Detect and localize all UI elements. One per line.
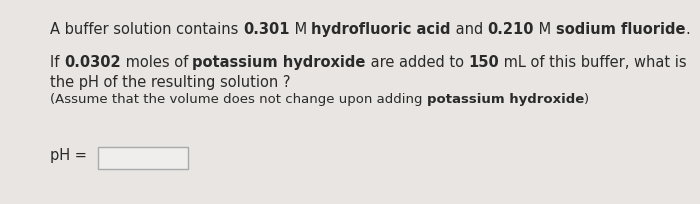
Text: potassium hydroxide: potassium hydroxide (427, 93, 584, 105)
Text: M: M (534, 22, 556, 37)
Text: 0.0302: 0.0302 (64, 55, 120, 70)
Text: pH =: pH = (50, 147, 87, 162)
Text: 0.210: 0.210 (488, 22, 534, 37)
Text: ): ) (584, 93, 589, 105)
Bar (98, 147, 188, 169)
Text: If: If (50, 55, 64, 70)
Text: mL of this buffer, what is: mL of this buffer, what is (499, 55, 687, 70)
Text: A buffer solution contains: A buffer solution contains (50, 22, 243, 37)
Text: M: M (290, 22, 312, 37)
Text: 0.301: 0.301 (243, 22, 290, 37)
Text: (Assume that the volume does not change upon adding: (Assume that the volume does not change … (50, 93, 427, 105)
Text: hydrofluoric acid: hydrofluoric acid (312, 22, 451, 37)
Text: are added to: are added to (366, 55, 468, 70)
Text: .: . (685, 22, 690, 37)
Text: the pH of the resulting solution ?: the pH of the resulting solution ? (50, 75, 290, 90)
Text: 150: 150 (468, 55, 499, 70)
Text: potassium hydroxide: potassium hydroxide (193, 55, 366, 70)
Text: sodium fluoride: sodium fluoride (556, 22, 685, 37)
Text: moles of: moles of (120, 55, 192, 70)
Text: and: and (451, 22, 488, 37)
